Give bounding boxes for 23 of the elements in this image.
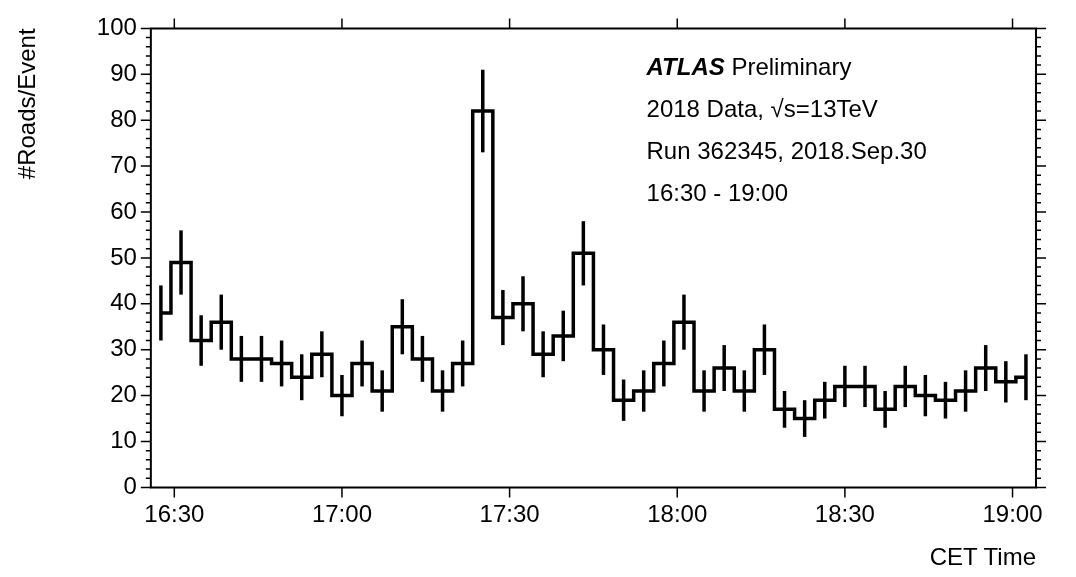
annotation: ATLAS Preliminary: [645, 52, 852, 80]
x-tick-label: 18:00: [647, 500, 708, 528]
y-tick-label: 30: [110, 334, 137, 362]
x-axis-title: CET Time: [929, 543, 1036, 571]
y-tick-label: 70: [110, 150, 137, 178]
y-tick-label: 20: [110, 380, 137, 408]
y-tick-label: 100: [96, 13, 137, 41]
y-tick-label: 50: [110, 242, 137, 270]
y-tick-label: 60: [110, 196, 137, 224]
x-tick-label: 16:30: [144, 500, 205, 528]
y-tick-label: 90: [110, 58, 137, 86]
annotation: 2018 Data, √s=13TeV: [646, 94, 878, 122]
annotation: Run 362345, 2018.Sep.30: [646, 136, 927, 164]
y-tick-label: 0: [123, 472, 137, 500]
x-tick-label: 17:00: [311, 500, 372, 528]
x-tick-label: 19:00: [982, 500, 1043, 528]
y-tick-label: 80: [110, 104, 137, 132]
y-axis-title: #Roads/Event: [13, 28, 41, 180]
y-tick-label: 10: [110, 426, 137, 454]
x-tick-label: 18:30: [814, 500, 875, 528]
y-tick-label: 40: [110, 288, 137, 316]
annotation: 16:30 - 19:00: [646, 178, 788, 206]
x-tick-label: 17:30: [479, 500, 540, 528]
